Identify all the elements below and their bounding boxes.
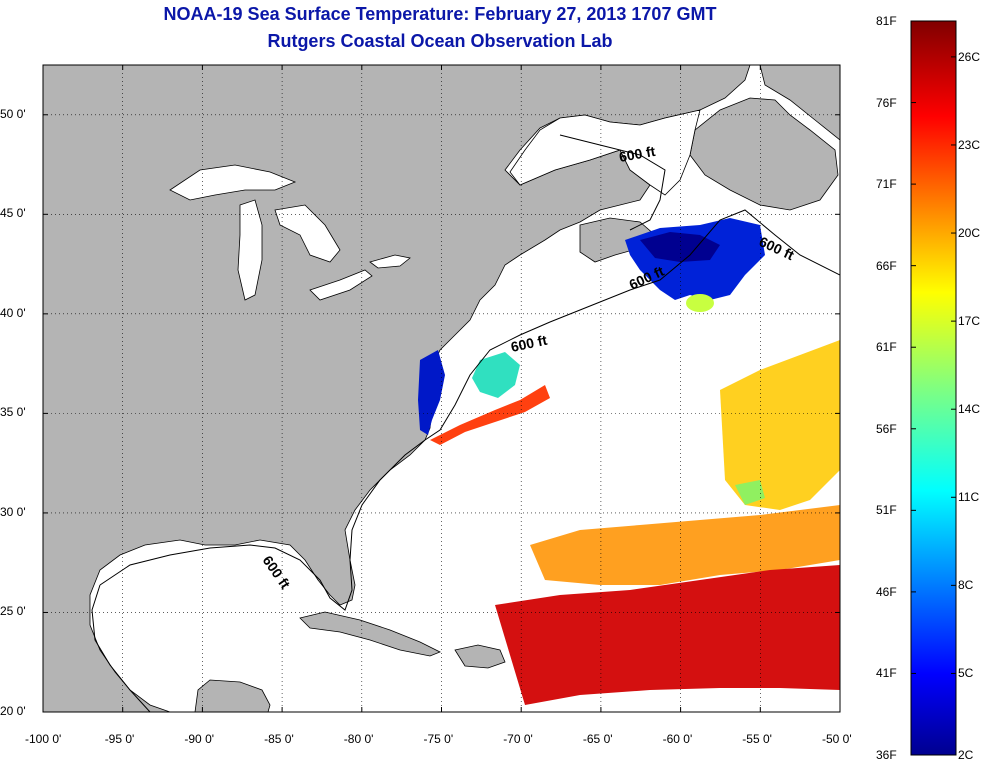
colorbar-ticks (911, 20, 956, 756)
colorbar-f-label: 46F (876, 584, 897, 599)
colorbar-f-label: 66F (876, 258, 897, 273)
longitude-label: -100 0' (25, 732, 62, 746)
lake-huron (274, 204, 341, 263)
colorbar-f-label: 76F (876, 95, 897, 110)
map-grid (43, 65, 840, 712)
colorbar-c-label: 20C (958, 226, 981, 241)
sst-gulf-of-maine-cold (640, 232, 720, 262)
longitude-label: -75 0' (423, 732, 454, 746)
land-yucatan (194, 679, 271, 712)
colorbar-c-label: 2C (958, 748, 974, 762)
longitude-label: -65 0' (582, 732, 613, 746)
sst-warm-core (686, 294, 714, 312)
latitude-label: 35 0' (0, 405, 26, 420)
colorbar-f-label: 36F (876, 748, 897, 762)
lake-ontario (369, 254, 411, 269)
sst-gulf-stream-north (430, 385, 550, 445)
sst-data (418, 218, 840, 705)
map-ticks (42, 65, 841, 713)
sst-mid-atlantic-cool (472, 352, 520, 398)
colorbar-f-label: 61F (876, 340, 897, 355)
sst-chesapeake (418, 350, 445, 435)
land-newfoundland (689, 97, 839, 211)
lake-erie (309, 269, 373, 301)
longitude-label: -60 0' (662, 732, 693, 746)
latitude-label: 25 0' (0, 604, 26, 619)
latitude-label: 45 0' (0, 206, 26, 221)
colorbar-c-label: 14C (958, 402, 981, 417)
land-cuba (299, 611, 441, 657)
longitude-label: -95 0' (104, 732, 135, 746)
sst-atlantic-green (735, 480, 765, 505)
depth-contour-st-lawrence (559, 134, 666, 231)
depth-contour-gulf (91, 584, 151, 712)
sst-atlantic-warm (720, 340, 840, 510)
longitude-label: -85 0' (264, 732, 294, 746)
longitude-label: -70 0' (503, 732, 533, 746)
colorbar-f-label: 56F (876, 421, 897, 436)
chart-title: NOAA-19 Sea Surface Temperature: Februar… (163, 4, 717, 24)
colorbar-c-label: 8C (958, 578, 974, 593)
contour-label-mid-atlantic: 600 ft (509, 332, 548, 355)
colorbar-c-label: 17C (958, 314, 981, 329)
colorbar (910, 20, 957, 756)
colorbar-c-label: 23C (958, 137, 981, 152)
land-hispaniola (454, 644, 506, 669)
colorbar-f-label: 51F (876, 503, 897, 518)
colorbar-f-label: 41F (876, 666, 897, 681)
lake-michigan (237, 199, 263, 301)
colorbar-f-label: 71F (876, 177, 897, 192)
colorbar-f-label: 81F (876, 14, 897, 28)
sst-sargasso-red (495, 565, 840, 705)
latitude-label: 50 0' (0, 106, 26, 121)
latitude-label: 40 0' (0, 305, 26, 320)
colorbar-c-label: 11C (958, 490, 980, 505)
colorbar-c-label: 5C (958, 666, 974, 681)
longitude-label: -55 0' (742, 732, 772, 746)
longitude-label: -90 0' (184, 732, 215, 746)
latitude-label: 20 0' (0, 704, 26, 718)
longitude-label: -50 0' (822, 732, 852, 746)
colorbar-c-label: 26C (958, 49, 981, 64)
land-labrador (759, 65, 840, 141)
chart-subtitle: Rutgers Coastal Ocean Observation Lab (267, 31, 613, 51)
depth-contour-600ft (99, 209, 840, 611)
sst-subtropical (530, 505, 840, 585)
contour-label-st-lawrence: 600 ft (618, 143, 657, 165)
latitude-label: 30 0' (0, 504, 26, 519)
gulf-st-lawrence (509, 109, 701, 196)
longitude-label: -80 0' (343, 732, 374, 746)
